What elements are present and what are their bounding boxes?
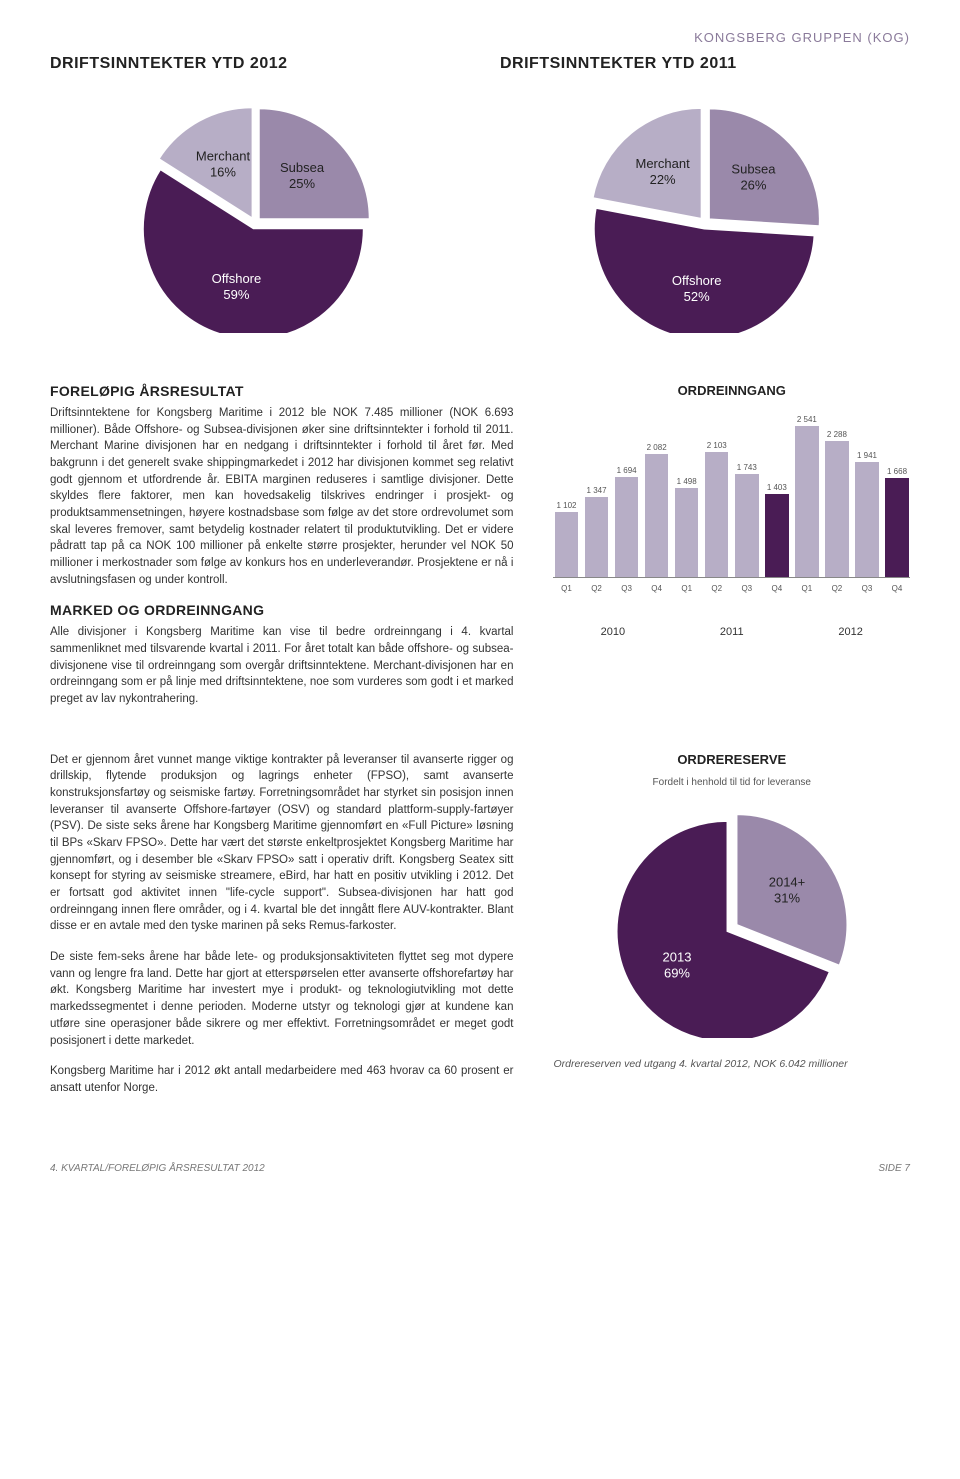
reserve-subtitle: Fordelt i henhold til tid for leveranse	[553, 777, 910, 788]
bar-quarter-label: Q3	[862, 584, 873, 593]
pie-2011-chart: Subsea26% Offshore52% Merchant22%	[575, 103, 835, 333]
para-employees: Kongsberg Maritime har i 2012 økt antall…	[50, 1063, 513, 1096]
bar-value-label: 2 082	[647, 443, 667, 452]
bar-column: 1 743Q3	[734, 408, 760, 577]
svg-text:Subsea: Subsea	[731, 161, 776, 176]
bar-column: 1 403Q4	[764, 408, 790, 577]
pie-charts-row: DRIFTSINNTEKTER YTD 2012 Subsea25%Offsho…	[50, 55, 910, 333]
pie-2012-chart: Subsea25% Offshore59% Merchant16%	[125, 103, 385, 333]
pie-2011-block: DRIFTSINNTEKTER YTD 2011 Subsea26% Offsho…	[500, 55, 910, 333]
bar-value-label: 2 541	[797, 415, 817, 424]
bar-quarter-label: Q2	[711, 584, 722, 593]
reserve-pie-chart: 2014+31% 201369%	[602, 808, 862, 1038]
pie-2012-title: DRIFTSINNTEKTER YTD 2012	[50, 55, 460, 73]
para-arsresultat: Driftsinntektene for Kongsberg Maritime …	[50, 405, 513, 588]
reserve-title: ORDRERESERVE	[553, 752, 910, 767]
pie-2012-block: DRIFTSINNTEKTER YTD 2012 Subsea25% Offsho…	[50, 55, 460, 333]
bar-rect	[765, 494, 788, 577]
bar-value-label: 1 498	[677, 477, 697, 486]
para-market-trend: De siste fem-seks årene har både lete- o…	[50, 949, 513, 1049]
bar-rect	[585, 497, 608, 577]
svg-text:Merchant: Merchant	[196, 149, 251, 164]
bar-column: 2 103Q2	[704, 408, 730, 577]
heading-marked: MARKED OG ORDREINNGANG	[50, 602, 513, 618]
year-label: 2010	[553, 626, 672, 638]
bar-value-label: 1 403	[767, 483, 787, 492]
bar-quarter-label: Q4	[651, 584, 662, 593]
footer-right: SIDE 7	[878, 1163, 910, 1174]
bar-value-label: 1 743	[737, 463, 757, 472]
svg-text:25%: 25%	[289, 176, 315, 191]
bar-quarter-label: Q1	[802, 584, 813, 593]
para-contracts: Det er gjennom året vunnet mange viktige…	[50, 752, 513, 935]
svg-text:Subsea: Subsea	[280, 160, 325, 175]
bar-value-label: 1 941	[857, 451, 877, 460]
barchart-title: ORDREINNGANG	[553, 383, 910, 398]
svg-text:52%: 52%	[684, 289, 710, 304]
year-label: 2012	[791, 626, 910, 638]
bar-quarter-label: Q3	[741, 584, 752, 593]
bar-rect	[825, 441, 848, 577]
bar-rect	[855, 462, 878, 577]
bar-quarter-label: Q3	[621, 584, 632, 593]
bar-column: 1 347Q2	[584, 408, 610, 577]
company-header: KONGSBERG GRUPPEN (KOG)	[50, 30, 910, 45]
bar-quarter-label: Q4	[771, 584, 782, 593]
svg-text:26%: 26%	[740, 177, 766, 192]
footer-left: 4. KVARTAL/FORELØPIG ÅRSRESULTAT 2012	[50, 1163, 265, 1174]
pie-2011-title: DRIFTSINNTEKTER YTD 2011	[500, 55, 910, 73]
bar-column: 1 668Q4	[884, 408, 910, 577]
bar-column: 1 102Q1	[553, 408, 579, 577]
bar-column: 2 288Q2	[824, 408, 850, 577]
bar-column: 2 541Q1	[794, 408, 820, 577]
bar-rect	[555, 512, 578, 577]
bar-column: 2 082Q4	[644, 408, 670, 577]
bar-rect	[735, 474, 758, 577]
reserve-note: Ordrereserven ved utgang 4. kvartal 2012…	[553, 1058, 910, 1070]
bar-column: 1 498Q1	[674, 408, 700, 577]
svg-text:22%: 22%	[650, 172, 676, 187]
svg-text:2014+: 2014+	[768, 874, 805, 889]
bar-quarter-label: Q2	[591, 584, 602, 593]
bar-rect	[885, 478, 908, 577]
svg-text:59%: 59%	[223, 287, 249, 302]
svg-text:31%: 31%	[774, 890, 800, 905]
right-chart-column: ORDREINNGANG 1 102Q11 347Q21 694Q32 082Q…	[553, 383, 910, 722]
ordreinngang-barchart: 1 102Q11 347Q21 694Q32 082Q41 498Q12 103…	[553, 408, 910, 608]
left-text-column: FORELØPIG ÅRSRESULTAT Driftsinntektene f…	[50, 383, 513, 722]
bar-value-label: 2 288	[827, 430, 847, 439]
bar-value-label: 1 694	[617, 466, 637, 475]
barchart-year-row: 201020112012	[553, 626, 910, 638]
para-marked: Alle divisjoner i Kongsberg Maritime kan…	[50, 624, 513, 707]
left-text-column-2: Det er gjennom året vunnet mange viktige…	[50, 752, 513, 1111]
svg-text:69%: 69%	[664, 965, 690, 980]
svg-text:Offshore: Offshore	[212, 271, 262, 286]
svg-text:2013: 2013	[662, 949, 691, 964]
bar-quarter-label: Q1	[561, 584, 572, 593]
svg-text:Merchant: Merchant	[636, 156, 691, 171]
heading-arsresultat: FORELØPIG ÅRSRESULTAT	[50, 383, 513, 399]
right-reserve-column: ORDRERESERVE Fordelt i henhold til tid f…	[553, 752, 910, 1111]
bar-rect	[795, 426, 818, 577]
bar-rect	[615, 477, 638, 577]
svg-text:16%: 16%	[210, 165, 236, 180]
bar-quarter-label: Q1	[681, 584, 692, 593]
bar-quarter-label: Q4	[892, 584, 903, 593]
bar-column: 1 941Q3	[854, 408, 880, 577]
bar-value-label: 2 103	[707, 441, 727, 450]
page-footer: 4. KVARTAL/FORELØPIG ÅRSRESULTAT 2012 SI…	[50, 1151, 910, 1174]
bar-value-label: 1 347	[587, 486, 607, 495]
bar-rect	[675, 488, 698, 577]
bar-rect	[645, 454, 668, 577]
svg-text:Offshore: Offshore	[672, 273, 722, 288]
bar-value-label: 1 668	[887, 467, 907, 476]
year-label: 2011	[672, 626, 791, 638]
bar-quarter-label: Q2	[832, 584, 843, 593]
bar-rect	[705, 452, 728, 577]
bar-column: 1 694Q3	[614, 408, 640, 577]
bar-value-label: 1 102	[556, 501, 576, 510]
